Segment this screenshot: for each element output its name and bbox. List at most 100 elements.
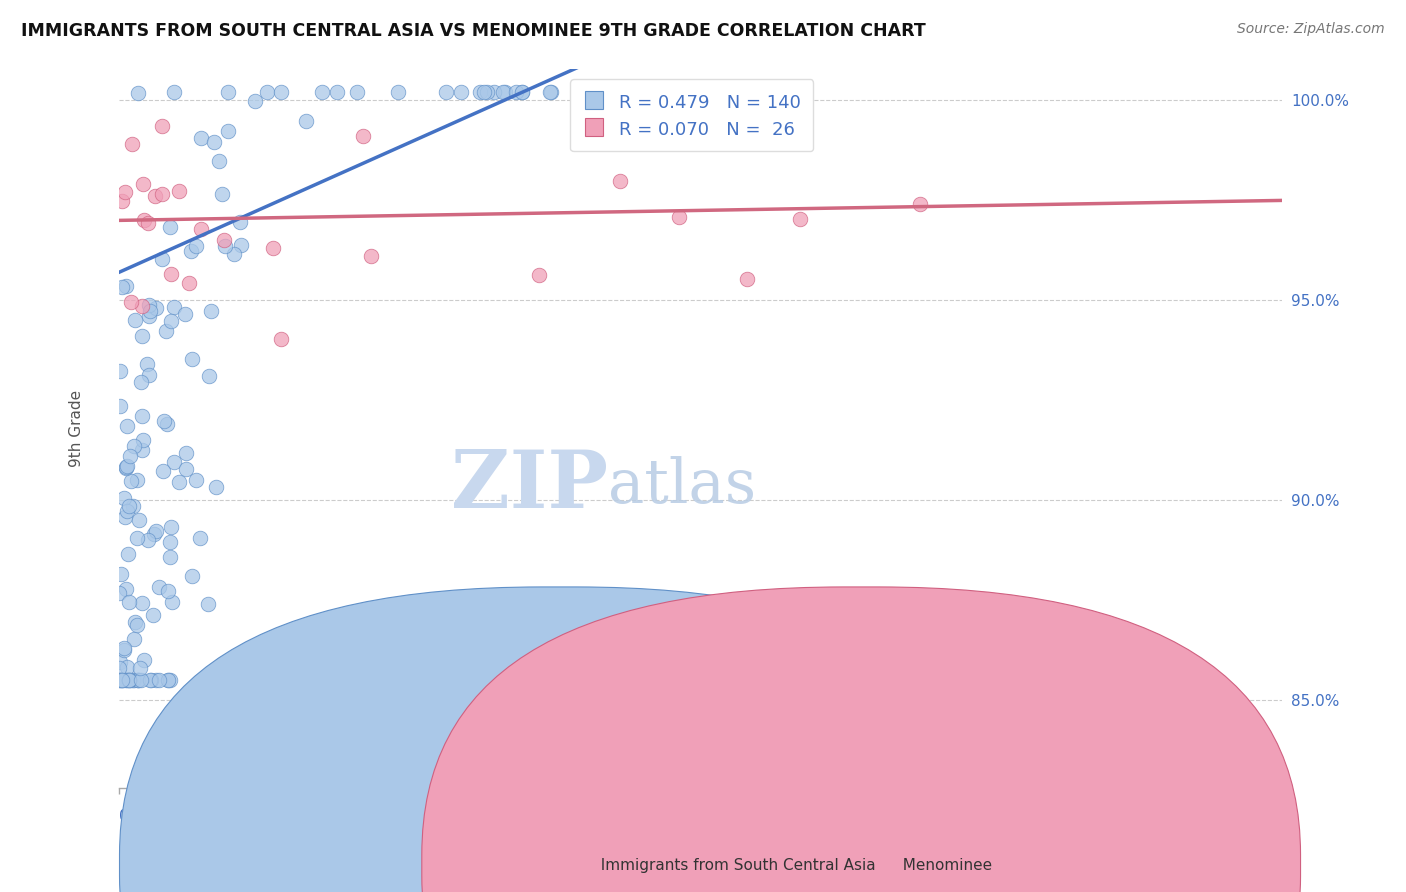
- Point: [228, 215, 250, 229]
- Point: [159, 535, 181, 549]
- Point: [468, 86, 491, 100]
- Point: [157, 673, 180, 687]
- Point: [143, 526, 166, 541]
- Point: [156, 417, 179, 431]
- Point: [111, 280, 134, 294]
- Point: [121, 673, 143, 687]
- Point: [118, 673, 141, 687]
- Point: [159, 549, 181, 564]
- Point: [505, 86, 527, 100]
- Text: atlas: atlas: [607, 456, 756, 516]
- Point: [118, 449, 141, 463]
- Point: [270, 86, 292, 100]
- Point: [131, 595, 153, 609]
- Point: [136, 216, 159, 230]
- Text: ZIP: ZIP: [451, 447, 607, 524]
- Point: [217, 86, 239, 100]
- Text: 0.0%: 0.0%: [120, 809, 157, 824]
- Point: [134, 213, 156, 227]
- Point: [735, 272, 758, 286]
- Point: [145, 301, 167, 315]
- Point: [609, 174, 631, 188]
- Point: [211, 186, 233, 201]
- Point: [190, 222, 212, 236]
- Point: [163, 455, 186, 469]
- Point: [124, 673, 146, 687]
- Point: [127, 531, 149, 545]
- Point: [128, 513, 150, 527]
- Point: [114, 582, 136, 597]
- Point: [118, 499, 141, 513]
- Point: [108, 661, 131, 675]
- Point: [145, 673, 167, 687]
- Point: [159, 673, 181, 687]
- Point: [138, 673, 160, 687]
- Point: [117, 547, 139, 561]
- Point: [110, 399, 132, 413]
- Point: [190, 532, 212, 546]
- Point: [180, 569, 202, 583]
- Text: Menominee: Menominee: [893, 858, 993, 872]
- Point: [910, 197, 932, 211]
- Point: [131, 299, 153, 313]
- Point: [115, 673, 138, 687]
- Point: [115, 458, 138, 473]
- Point: [352, 128, 374, 143]
- Point: [108, 673, 131, 687]
- Point: [475, 86, 498, 100]
- Point: [127, 673, 149, 687]
- Point: [124, 313, 146, 327]
- Point: [108, 673, 131, 687]
- Point: [138, 298, 160, 312]
- Point: [132, 433, 155, 447]
- Point: [482, 86, 505, 100]
- Point: [177, 277, 200, 291]
- Point: [346, 86, 368, 100]
- Point: [114, 510, 136, 524]
- Point: [174, 446, 197, 460]
- Point: [118, 595, 141, 609]
- Text: 9th Grade: 9th Grade: [69, 390, 84, 467]
- Point: [110, 673, 132, 687]
- Point: [434, 86, 457, 100]
- Point: [145, 524, 167, 539]
- Point: [111, 673, 134, 687]
- Point: [115, 673, 138, 687]
- Point: [205, 480, 228, 494]
- Point: [138, 303, 160, 318]
- Point: [127, 86, 149, 100]
- Point: [160, 314, 183, 328]
- Point: [153, 414, 176, 428]
- Point: [121, 499, 143, 513]
- Point: [472, 86, 495, 100]
- Point: [243, 94, 266, 108]
- Point: [124, 615, 146, 629]
- Point: [163, 86, 186, 100]
- Point: [212, 233, 235, 247]
- Point: [136, 358, 159, 372]
- Text: 100.0%: 100.0%: [1225, 809, 1282, 824]
- Point: [494, 86, 516, 100]
- Point: [131, 442, 153, 457]
- Point: [108, 586, 131, 600]
- Point: [117, 660, 139, 674]
- Point: [160, 267, 183, 281]
- Point: [141, 673, 163, 687]
- Point: [114, 459, 136, 474]
- Point: [200, 303, 222, 318]
- Point: [138, 533, 160, 547]
- Text: Source: ZipAtlas.com: Source: ZipAtlas.com: [1237, 22, 1385, 37]
- Point: [160, 520, 183, 534]
- Point: [127, 617, 149, 632]
- Point: [262, 241, 284, 255]
- Point: [174, 307, 197, 321]
- Point: [217, 124, 239, 138]
- Point: [169, 475, 191, 489]
- Point: [121, 137, 143, 152]
- Point: [142, 607, 165, 622]
- Text: Immigrants from South Central Asia: Immigrants from South Central Asia: [591, 858, 875, 872]
- Point: [118, 673, 141, 687]
- Point: [202, 135, 225, 149]
- Point: [148, 673, 170, 687]
- Point: [538, 86, 561, 100]
